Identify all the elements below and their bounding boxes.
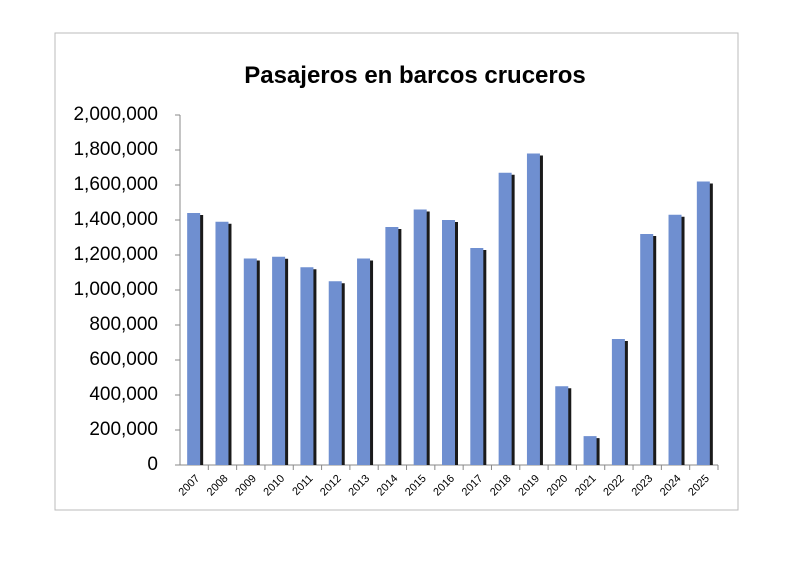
y-tick-label: 0 xyxy=(147,454,158,475)
bar xyxy=(413,209,427,465)
y-tick-label: 1,400,000 xyxy=(73,209,158,230)
chart-title: Pasajeros en barcos cruceros xyxy=(244,62,586,89)
y-tick-label: 200,000 xyxy=(89,419,158,440)
bar xyxy=(328,281,342,465)
bar xyxy=(498,172,512,465)
y-tick-label: 400,000 xyxy=(89,384,158,405)
bar xyxy=(470,248,484,465)
bar xyxy=(555,386,569,465)
bar xyxy=(526,153,540,465)
bar xyxy=(300,267,314,465)
bar xyxy=(187,213,201,465)
bar xyxy=(442,220,455,465)
bar xyxy=(611,339,625,465)
y-tick-label: 1,600,000 xyxy=(73,174,158,195)
bar xyxy=(696,181,710,465)
y-tick-label: 1,800,000 xyxy=(73,139,158,160)
y-tick-label: 2,000,000 xyxy=(73,104,158,125)
bar xyxy=(583,436,597,465)
bar xyxy=(272,256,286,465)
bar xyxy=(668,214,682,465)
bar xyxy=(640,234,654,465)
bar xyxy=(385,227,399,465)
y-tick-label: 600,000 xyxy=(89,349,158,370)
y-tick-label: 1,200,000 xyxy=(73,244,158,265)
y-tick-label: 800,000 xyxy=(89,314,158,335)
bar xyxy=(357,258,371,465)
bar xyxy=(243,258,257,465)
y-tick-label: 1,000,000 xyxy=(73,279,158,300)
bar xyxy=(215,221,229,465)
